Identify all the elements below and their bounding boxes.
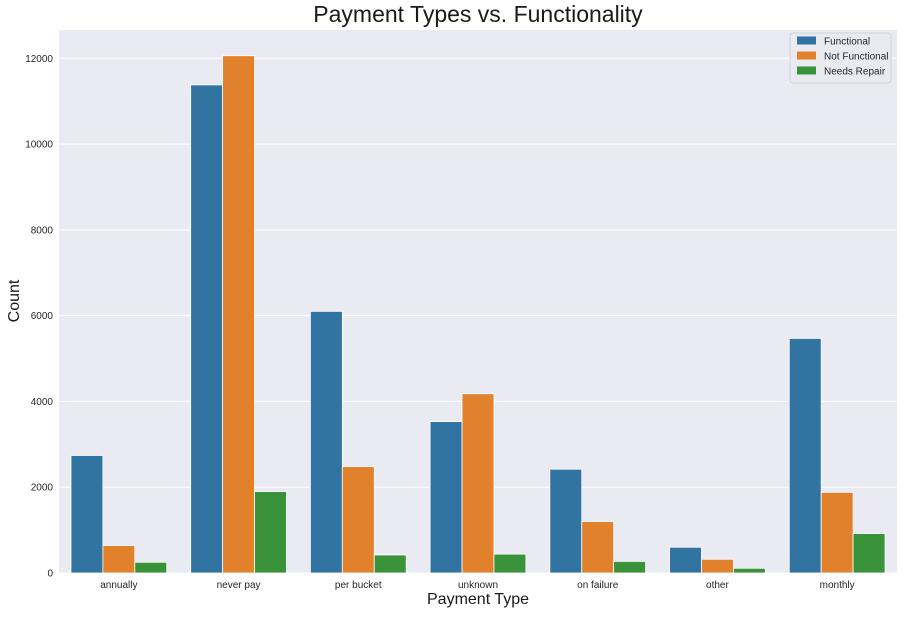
- legend: Functional Not Functional Needs Repair: [789, 32, 892, 84]
- bar: [429, 421, 463, 574]
- bars: [70, 55, 886, 574]
- x-tick-label: unknown: [458, 580, 498, 591]
- y-tick-label: 8000: [31, 225, 54, 236]
- bar: [493, 553, 527, 574]
- bar: [461, 393, 495, 574]
- x-tick-label: other: [706, 580, 729, 591]
- y-tick-label: 6000: [31, 311, 54, 322]
- bar: [70, 455, 104, 574]
- y-tick-label: 2000: [31, 483, 54, 494]
- bar: [309, 310, 343, 574]
- y-tick-labels: 0 2000 4000 6000 8000 10000 12000: [25, 54, 53, 580]
- y-tick-label: 12000: [25, 54, 53, 65]
- bar: [732, 567, 766, 574]
- x-axis-label: Payment Type: [427, 591, 529, 608]
- x-tick-label: per bucket: [335, 580, 382, 591]
- bar: [581, 521, 615, 574]
- bar: [373, 554, 407, 574]
- bar: [613, 561, 647, 574]
- bar: [549, 468, 583, 574]
- y-tick-label: 10000: [25, 140, 53, 151]
- bar: [222, 55, 255, 574]
- x-tick-label: monthly: [820, 580, 855, 591]
- legend-label: Not Functional: [824, 52, 888, 63]
- bar: [788, 337, 822, 574]
- legend-swatch: [797, 36, 816, 45]
- x-tick-label: annually: [100, 580, 137, 591]
- bar: [820, 491, 854, 574]
- x-tick-label: on failure: [577, 580, 619, 591]
- bar: [102, 545, 136, 574]
- legend-label: Functional: [824, 37, 870, 48]
- bar: [701, 558, 734, 574]
- bar: [190, 84, 224, 574]
- bar: [852, 533, 886, 574]
- x-tick-label: never pay: [217, 580, 261, 591]
- bar: [134, 561, 168, 574]
- y-axis-label: Count: [6, 279, 23, 322]
- legend-label: Needs Repair: [824, 67, 886, 78]
- x-tick-labels: annually never pay per bucket unknown on fai…: [100, 580, 854, 591]
- legend-swatch: [797, 51, 816, 60]
- y-tick-label: 0: [47, 569, 53, 580]
- bar: [341, 466, 375, 574]
- y-tick-label: 4000: [31, 397, 54, 408]
- bar: [254, 491, 287, 574]
- bar: [669, 546, 702, 574]
- legend-swatch: [797, 66, 816, 75]
- chart-title: Payment Types vs. Functionality: [313, 1, 643, 27]
